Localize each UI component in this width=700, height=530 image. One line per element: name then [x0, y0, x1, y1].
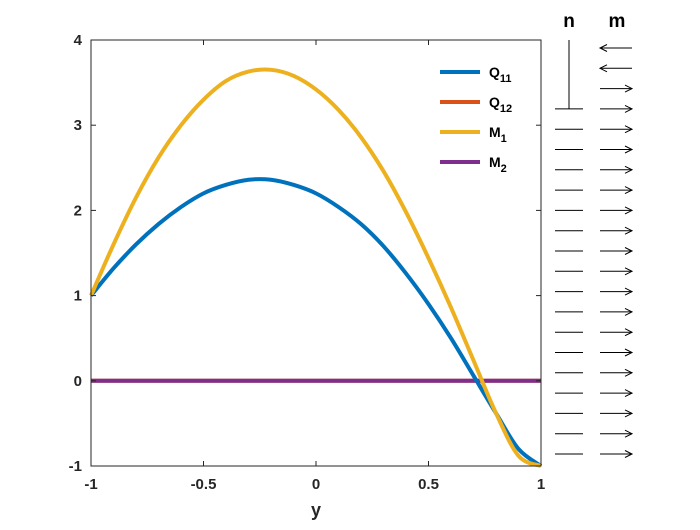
y-tick-label: 2 — [74, 202, 82, 219]
column-header-n: n — [563, 11, 575, 32]
column-header-m: m — [609, 11, 626, 32]
plot-area: -1 -0.5 0 0.5 1 -1 0 1 2 3 4 — [69, 32, 546, 493]
m-arrow-right — [600, 84, 634, 93]
m-arrow-right — [600, 186, 634, 195]
m-arrow-right — [600, 267, 634, 276]
m-arrow-right — [600, 429, 634, 438]
director-panel: n m — [555, 11, 634, 458]
m-arrow-right — [600, 409, 634, 418]
m-arrow-right — [600, 104, 634, 113]
x-tick-label: 0 — [312, 476, 320, 493]
x-tick-label: -0.5 — [191, 476, 217, 493]
legend-label: Q12 — [489, 94, 512, 115]
y-tick-label: 3 — [74, 117, 82, 134]
m-arrow-right — [600, 125, 634, 134]
m-arrow-left — [598, 44, 632, 52]
m-arrow-right — [600, 287, 634, 296]
m-arrow-right — [600, 145, 634, 154]
series-line-q11 — [89, 177, 543, 468]
y-tick-label: 4 — [74, 32, 83, 49]
m-arrow-right — [600, 165, 634, 174]
x-tick-label: -1 — [84, 476, 97, 493]
m-arrow-right — [600, 348, 634, 357]
y-tick-label: 1 — [74, 288, 82, 305]
m-arrow-right — [600, 368, 634, 377]
m-arrow-right — [600, 389, 634, 398]
x-tick-label: 0.5 — [418, 476, 439, 493]
y-tick-label: -1 — [69, 458, 82, 475]
m-arrow-right — [600, 247, 634, 255]
m-arrow-right — [600, 328, 634, 337]
m-arrow-left — [598, 64, 632, 73]
x-tick-label: 1 — [537, 476, 545, 493]
y-tick-label: 0 — [74, 373, 82, 390]
plot-background — [91, 40, 541, 466]
series-line-m1 — [89, 67, 542, 468]
m-arrow-right — [600, 307, 634, 316]
m-arrow-right — [600, 206, 634, 215]
x-axis-label: y — [311, 500, 321, 520]
m-arrow-right — [600, 450, 634, 458]
m-arrow-right — [600, 226, 634, 235]
